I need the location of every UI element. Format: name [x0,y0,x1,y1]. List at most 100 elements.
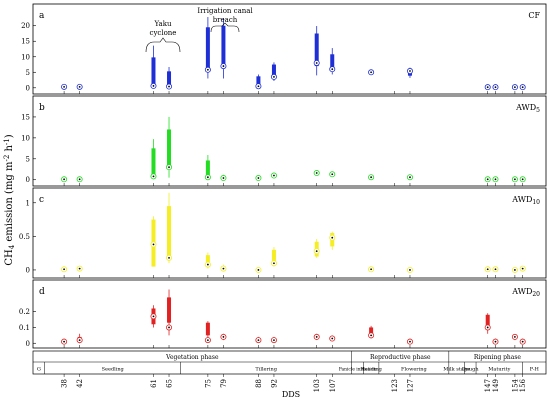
treatment-label: AWD5 [515,103,540,114]
mean-dot [257,85,260,88]
panel-letter: b [39,103,45,113]
stage-label: Panicle initiation [339,368,377,373]
mean-dot [78,178,81,181]
y-tick-label: 5 [26,155,30,163]
x-tick-label: 38 [61,379,69,388]
mean-dot [222,65,225,67]
mean-dot [222,336,225,338]
y-tick-label: 10 [21,134,30,142]
growth-phase-table: Vegetation phase Reproductive phase Ripeni… [32,350,547,375]
stage-label: Dough [462,367,479,373]
mean-dot [168,166,170,169]
x-tick-label: 88 [255,379,263,388]
mean-dot [78,85,81,88]
mean-dot [521,178,524,181]
treatment-name: AWD [515,103,536,112]
mean-dot [273,76,275,78]
x-tick-label: 156 [519,378,527,392]
treatment-label: AWD20 [511,287,540,298]
y-axis-title: CH4 emission (mg m-2 h-1) [3,134,16,265]
phase-label: Ripening phase [474,354,522,361]
mean-dot [78,339,81,341]
y-tick-label: 0 [26,266,30,274]
mean-dot [63,340,65,343]
mean-dot [331,236,334,239]
mean-dot [514,336,516,338]
mean-dot [331,337,334,340]
x-axis-title: DDS [282,390,300,399]
mean-dot [78,267,81,270]
yaku-cyclone-annotation: Yaku cyclone [145,20,181,53]
mean-dot [494,86,497,89]
mean-dot [152,85,155,87]
x-tick-label: 65 [166,379,174,388]
mean-dot [486,326,489,329]
panel-frame [32,187,547,279]
mean-dot [486,86,489,89]
mean-dot [168,256,170,259]
mean-dot [521,267,524,270]
irrigation-line-1: Irrigation canal [197,7,253,15]
panel-awd20: 0 0.1 0.2 d AWD20 [19,279,547,349]
box [151,57,156,85]
panel-letter: c [39,195,44,205]
y-tick-label: 10 [21,53,30,61]
box [330,54,335,68]
x-tick-label: 154 [511,378,519,392]
stage-label: Milk stage [443,367,470,373]
x-tick-label: 42 [76,379,84,388]
treatment-name: AWD [511,287,532,296]
mean-dot [206,263,209,266]
treatment-label: AWD10 [511,195,540,206]
stage-label: Seedling [102,367,125,373]
box [205,160,210,176]
box [271,64,276,76]
box [151,148,156,176]
y-tick-label: 15 [21,113,30,121]
y-tick-label: 5 [26,69,30,77]
yaku-bracket [145,37,181,53]
y-tick-label: 1 [26,199,30,207]
treatment-sub: 5 [536,107,540,114]
mean-dot [273,262,275,265]
mean-dot [315,172,318,174]
mean-dot [168,85,170,88]
mean-dot [370,176,373,179]
mean-dot [257,269,260,271]
box [167,297,172,323]
x-tick-label: 103 [313,379,321,392]
y-tick-label: 15 [21,38,30,46]
x-tick-label: 79 [220,379,228,388]
mean-dot [273,339,275,341]
y-tick-label: 0.5 [19,233,30,241]
x-tick-label: 123 [391,379,399,392]
panel-cf: 0 5 10 15 20 a CF [21,3,547,95]
y-tick-label: 20 [21,22,30,30]
y-axis-title-main: CH [4,249,15,266]
mean-dot [514,178,516,181]
y-tick-label: 0 [26,340,30,348]
mean-dot [370,334,373,337]
irrigation-bracket [210,22,240,33]
y-tick-label: 0.1 [19,324,30,332]
box [369,327,374,336]
mean-dot [222,267,225,270]
mean-dot [409,340,411,343]
panel-letter: a [39,11,45,21]
stage-label: Tillering [255,367,277,373]
y-axis-title-exp1: -2 [3,155,11,162]
y-tick-label: 0 [26,176,30,184]
panel-frame [32,279,547,349]
x-tick-label: 61 [150,379,158,388]
mean-dot [494,340,497,343]
treatment-label: CF [528,11,540,20]
y-axis-title-mid: h [4,145,15,155]
mean-dot [63,85,65,88]
mean-dot [494,268,497,271]
mean-dot [257,177,260,179]
x-tick-label: 127 [406,379,414,392]
irrigation-line-2: breach [213,16,238,24]
mean-dot [168,326,170,329]
